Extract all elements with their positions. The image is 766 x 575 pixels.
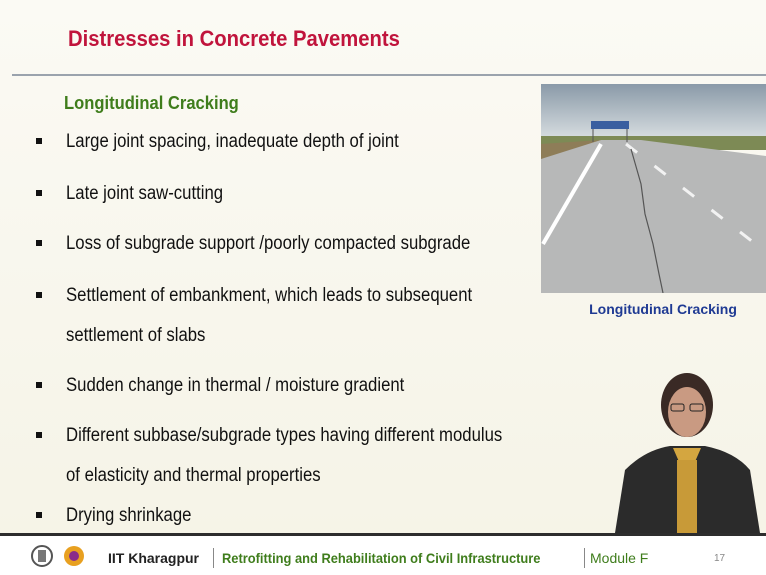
bullet-marker [36, 190, 42, 196]
bullet-text: Loss of subgrade support /poorly compact… [66, 224, 470, 264]
bullet-item: Large joint spacing, inadequate depth of… [36, 122, 444, 162]
institute: IIT Kharagpur [108, 550, 199, 566]
title-rule [12, 74, 766, 76]
bullet-marker [36, 432, 42, 438]
bullet-text: Large joint spacing, inadequate depth of… [66, 122, 399, 162]
section-heading: Longitudinal Cracking [64, 93, 239, 114]
separator [213, 548, 214, 568]
bullet-text: Settlement of embankment, which leads to… [66, 276, 472, 316]
bullet-item: Late joint saw-cutting [36, 174, 245, 214]
bullet-text: Late joint saw-cutting [66, 174, 223, 214]
slide-title: Distresses in Concrete Pavements [68, 26, 400, 52]
bullet-text: Sudden change in thermal / moisture grad… [66, 366, 404, 406]
bullet-text: Different subbase/subgrade types having … [66, 416, 502, 456]
presenter-video [605, 360, 766, 533]
slide: Distresses in Concrete Pavements Longitu… [0, 0, 766, 575]
bullet-marker [36, 512, 42, 518]
bullet-marker [36, 240, 42, 246]
bullet-text: of elasticity and thermal properties [66, 456, 502, 496]
bullet-item: Sudden change in thermal / moisture grad… [36, 366, 450, 406]
bullet-item: Different subbase/subgrade types having … [36, 416, 562, 496]
bullet-item: Drying shrinkage [36, 496, 209, 536]
bullet-item: Settlement of embankment, which leads to… [36, 276, 528, 356]
course-name: Retrofitting and Rehabilitation of Civil… [222, 550, 540, 566]
bullet-marker [36, 382, 42, 388]
road-photo [541, 84, 766, 293]
bullet-marker [36, 292, 42, 298]
bullet-item: Loss of subgrade support /poorly compact… [36, 224, 525, 264]
page-number: 17 [714, 553, 725, 564]
footer: IIT Kharagpur Retrofitting and Rehabilit… [0, 536, 766, 575]
figure-caption: Longitudinal Cracking [560, 301, 766, 317]
logos [30, 542, 90, 572]
bullet-text: settlement of slabs [66, 316, 472, 356]
separator [584, 548, 585, 568]
module: Module F [590, 550, 648, 566]
bullet-marker [36, 138, 42, 144]
bullet-text: Drying shrinkage [66, 496, 191, 536]
